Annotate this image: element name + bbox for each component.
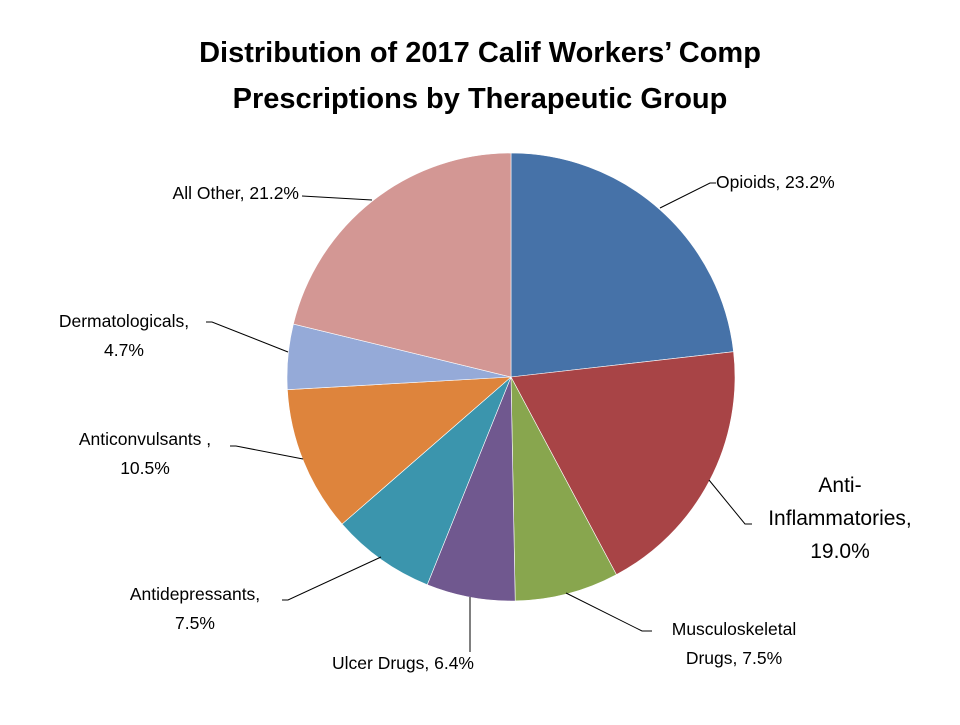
pie-slice-anticonvulsants: [287, 376, 512, 525]
data-label-musculoskeletal-line-2: Drugs, 7.5%: [686, 648, 782, 668]
data-label-dermatologicals-line-2: 4.7%: [104, 340, 144, 360]
data-label-anti-inflammatories-line-1: Anti-: [818, 474, 861, 497]
data-label-anti-inflammatories-line-2: Inflammatories,: [768, 507, 912, 530]
leader-line-anti-inflammatories: [708, 479, 752, 525]
data-label-dermatologicals-line-1: Dermatologicals,: [59, 311, 189, 331]
data-label-antidepressants-line-1: Antidepressants,: [130, 584, 260, 604]
data-label-anticonvulsants-line-1: Anticonvulsants ,: [79, 429, 211, 449]
leader-line-musculoskeletal: [565, 592, 652, 632]
leader-line-antidepressants: [282, 556, 382, 601]
pie-slice-opioids: [510, 152, 734, 378]
pie-slice-anti-inflammatories: [510, 351, 736, 576]
pie-slice-antidepressants: [341, 376, 512, 586]
data-label-anti-inflammatories-line-3: 19.0%: [810, 540, 870, 563]
chart-title-line-1: Distribution of 2017 Calif Workers’ Comp: [199, 37, 761, 69]
data-label-all-other: All Other, 21.2%: [173, 183, 299, 203]
data-label-ulcer-drugs: Ulcer Drugs, 6.4%: [332, 653, 474, 673]
leader-line-opioids: [659, 182, 716, 209]
chart-title-line-2: Prescriptions by Therapeutic Group: [233, 83, 728, 115]
data-label-anticonvulsants-line-2: 10.5%: [120, 458, 170, 478]
data-label-musculoskeletal-line-1: Musculoskeletal: [672, 619, 797, 639]
data-label-opioids: Opioids, 23.2%: [716, 172, 835, 192]
leader-line-all-other: [301, 195, 373, 201]
pie-slices: [286, 152, 736, 602]
pie-slice-all-other: [292, 152, 512, 378]
leader-line-dermatologicals: [206, 321, 289, 353]
data-label-antidepressants-line-2: 7.5%: [175, 613, 215, 633]
leader-line-anticonvulsants: [230, 445, 304, 460]
